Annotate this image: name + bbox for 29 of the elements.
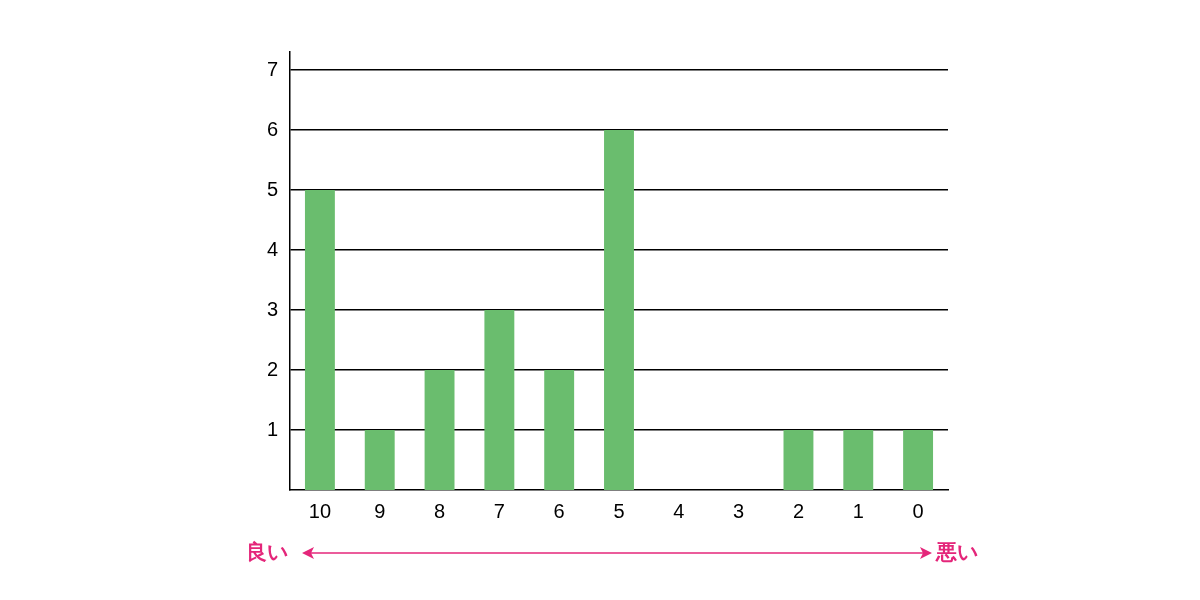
x-tick-label: 5	[613, 499, 625, 522]
x-tick-label: 6	[553, 499, 565, 522]
y-tick-label: 7	[266, 57, 278, 80]
x-tick-label: 10	[308, 499, 332, 522]
bar	[424, 370, 455, 490]
x-tick-label: 9	[374, 499, 386, 522]
y-tick-label: 4	[266, 237, 278, 260]
y-tick-label: 3	[266, 297, 278, 320]
y-tick-label: 6	[266, 117, 278, 140]
y-tick-label: 5	[266, 177, 278, 200]
bar	[783, 430, 814, 490]
x-tick-label: 8	[433, 499, 446, 522]
bar	[604, 130, 634, 490]
text: 良い	[246, 539, 289, 566]
x-tick-label: 3	[733, 499, 745, 522]
x-tick-label: 1	[852, 499, 864, 522]
x-tick-label: 7	[493, 499, 505, 522]
x-tick-label: 0	[912, 499, 924, 522]
bar	[544, 370, 575, 490]
text: 悪い	[936, 539, 979, 566]
bar	[843, 430, 874, 490]
x-tick-label: 4	[673, 499, 685, 522]
x-tick-label: 2	[792, 499, 805, 522]
bar	[484, 310, 515, 490]
bar	[304, 190, 335, 490]
y-tick-label: 1	[266, 417, 278, 440]
bar	[903, 430, 934, 490]
bar	[364, 430, 395, 490]
y-tick-label: 2	[266, 357, 278, 380]
